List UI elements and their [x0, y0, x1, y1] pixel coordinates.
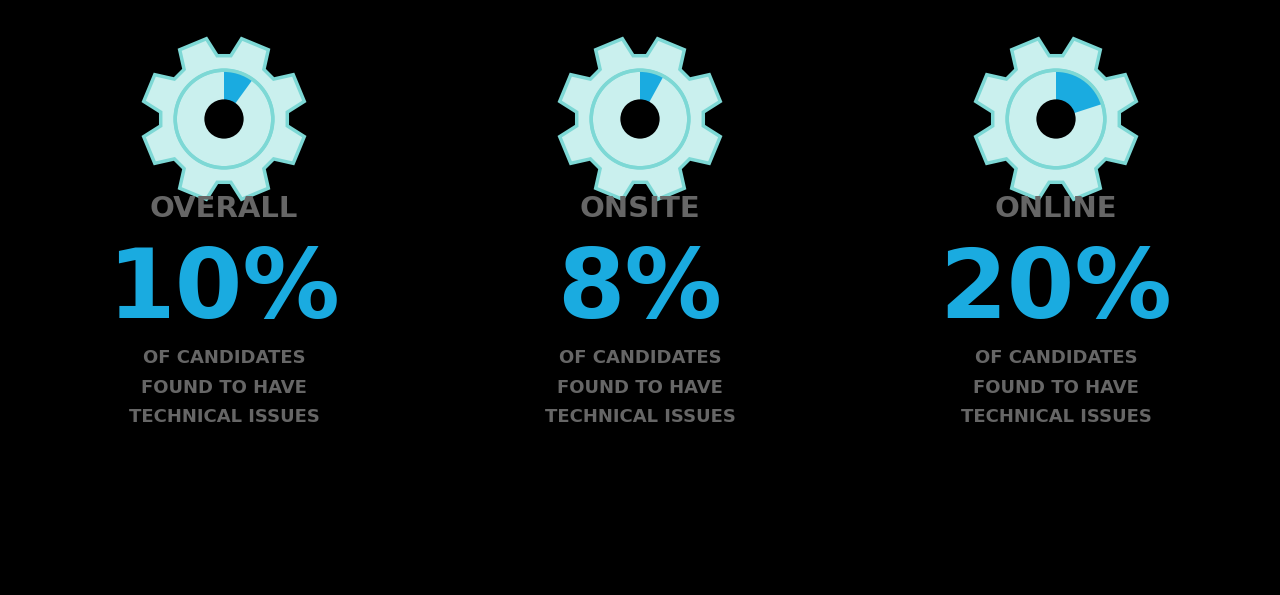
Polygon shape [1056, 70, 1102, 119]
Polygon shape [975, 39, 1137, 199]
Text: OF CANDIDATES
FOUND TO HAVE
TECHNICAL ISSUES: OF CANDIDATES FOUND TO HAVE TECHNICAL IS… [960, 349, 1152, 426]
Polygon shape [640, 70, 663, 119]
Text: 10%: 10% [108, 245, 340, 338]
Text: OVERALL: OVERALL [150, 195, 298, 223]
Ellipse shape [175, 70, 273, 168]
Text: OF CANDIDATES
FOUND TO HAVE
TECHNICAL ISSUES: OF CANDIDATES FOUND TO HAVE TECHNICAL IS… [544, 349, 736, 426]
Ellipse shape [591, 70, 689, 168]
Ellipse shape [1007, 70, 1105, 168]
Text: ONSITE: ONSITE [580, 195, 700, 223]
Text: ONLINE: ONLINE [995, 195, 1117, 223]
Ellipse shape [205, 99, 243, 139]
Polygon shape [224, 70, 252, 119]
Polygon shape [143, 39, 305, 199]
Text: OF CANDIDATES
FOUND TO HAVE
TECHNICAL ISSUES: OF CANDIDATES FOUND TO HAVE TECHNICAL IS… [128, 349, 320, 426]
Ellipse shape [1037, 99, 1075, 139]
Text: 8%: 8% [558, 245, 722, 338]
Text: 20%: 20% [940, 245, 1172, 338]
Polygon shape [559, 39, 721, 199]
Ellipse shape [621, 99, 659, 139]
